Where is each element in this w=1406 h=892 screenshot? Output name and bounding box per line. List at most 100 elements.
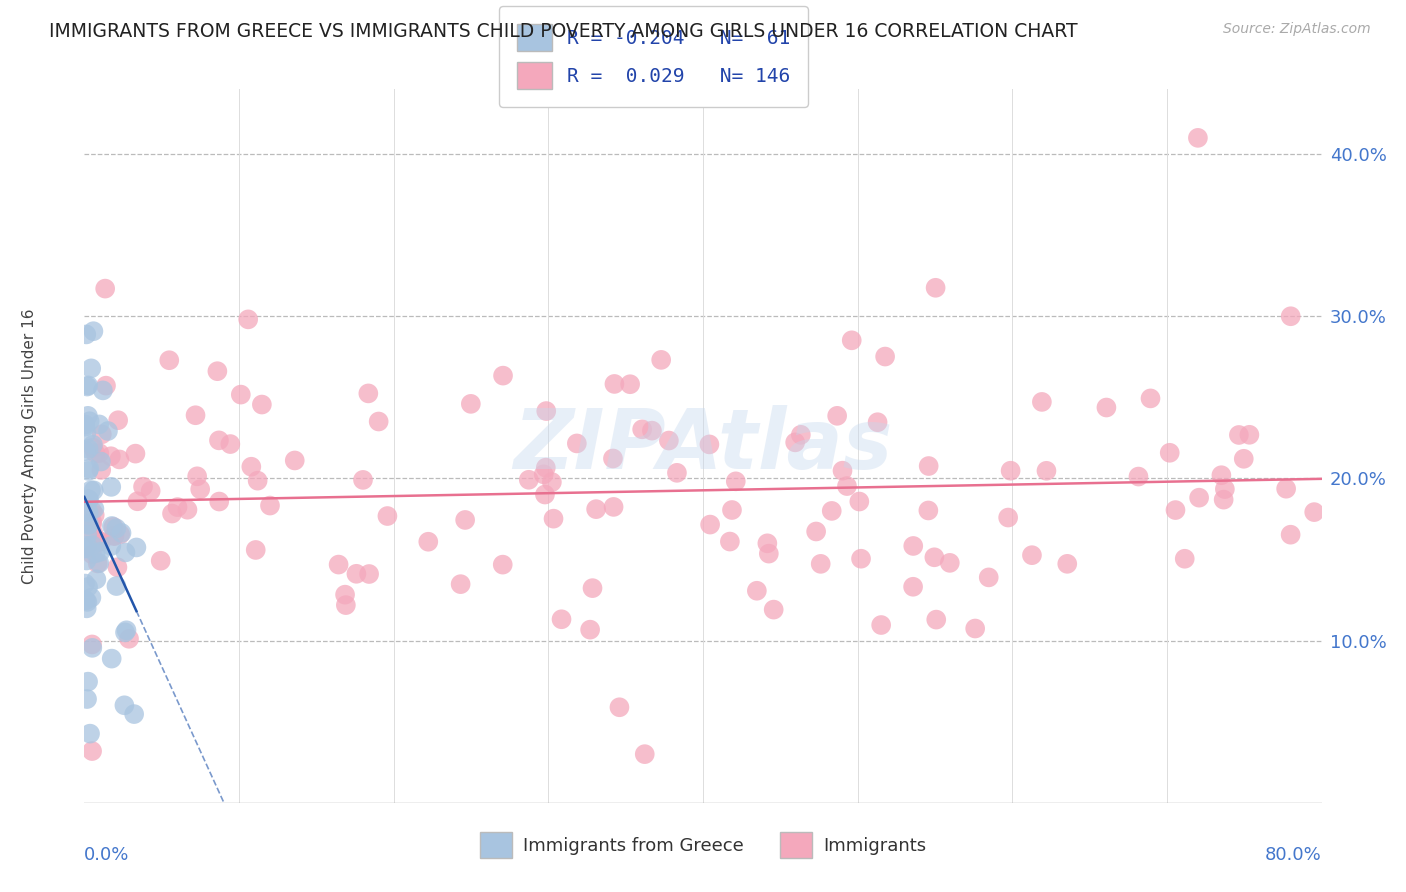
Point (229, 387, 252, 401)
Point (89, 545, 111, 559)
Point (1056, 557, 1078, 571)
Point (125, 541, 148, 555)
Point (82, 441, 104, 455)
Point (1279, 527, 1302, 541)
Point (82, 515, 104, 529)
Point (90, 427, 112, 442)
Point (94, 378, 117, 392)
Point (1174, 551, 1197, 566)
Point (259, 499, 281, 513)
Point (541, 475, 564, 489)
Point (100, 539, 122, 553)
Point (76, 601, 98, 615)
Point (90, 463, 112, 477)
Point (357, 386, 380, 401)
Point (450, 577, 472, 591)
Point (333, 588, 356, 602)
Point (77, 409, 100, 423)
Point (634, 747, 657, 761)
Point (184, 409, 207, 423)
Point (105, 579, 128, 593)
Point (122, 707, 145, 722)
Point (917, 503, 939, 517)
Point (758, 547, 780, 561)
Point (756, 536, 779, 550)
Point (650, 352, 672, 367)
Point (821, 504, 844, 518)
Point (75, 593, 97, 607)
Point (1188, 491, 1211, 505)
Point (139, 483, 162, 498)
Point (127, 494, 149, 508)
Point (1279, 310, 1302, 324)
Point (534, 460, 557, 475)
Point (103, 529, 125, 543)
Point (603, 376, 626, 391)
Point (460, 397, 482, 411)
Point (107, 560, 129, 574)
Point (90, 454, 112, 468)
Point (602, 451, 624, 466)
Point (939, 556, 962, 570)
Point (925, 613, 948, 627)
Point (118, 632, 141, 646)
Point (585, 502, 607, 516)
Point (188, 482, 211, 496)
Point (1227, 428, 1250, 442)
Point (284, 453, 307, 467)
Point (1035, 464, 1057, 478)
Point (110, 525, 132, 540)
Point (86, 557, 108, 571)
Point (77, 674, 100, 689)
Point (831, 464, 853, 478)
Point (762, 602, 785, 616)
Point (534, 487, 557, 501)
Point (79, 726, 101, 740)
Point (965, 622, 987, 636)
Point (825, 409, 848, 423)
Point (335, 598, 357, 612)
Point (83, 526, 105, 541)
Point (699, 517, 721, 532)
Point (745, 583, 768, 598)
Point (208, 494, 231, 508)
Point (115, 624, 138, 638)
Point (110, 527, 132, 541)
Point (848, 494, 870, 508)
Point (790, 427, 813, 442)
Point (718, 534, 741, 549)
Point (82, 637, 104, 651)
Point (328, 558, 350, 572)
Point (344, 566, 367, 581)
Point (721, 503, 744, 517)
Point (75, 327, 97, 342)
Point (785, 435, 807, 450)
Point (82, 438, 104, 452)
Point (849, 551, 872, 566)
Point (114, 545, 136, 559)
Point (103, 528, 125, 542)
Point (1239, 427, 1261, 442)
Point (870, 618, 893, 632)
Point (841, 334, 863, 348)
Point (76, 379, 98, 393)
Point (492, 368, 515, 383)
Point (492, 558, 515, 572)
Point (82, 504, 104, 518)
Text: 0.0%: 0.0% (84, 846, 129, 863)
Point (166, 500, 188, 514)
Point (86, 572, 108, 586)
Point (84, 546, 107, 560)
Point (76, 595, 98, 609)
Point (77, 492, 100, 507)
Point (77, 378, 100, 392)
Point (875, 350, 897, 364)
Point (77, 516, 100, 531)
Point (1213, 482, 1236, 496)
Point (207, 364, 229, 378)
Point (377, 509, 399, 524)
Point (149, 554, 172, 568)
Point (89, 446, 111, 460)
Point (132, 480, 155, 494)
Point (1211, 468, 1233, 483)
